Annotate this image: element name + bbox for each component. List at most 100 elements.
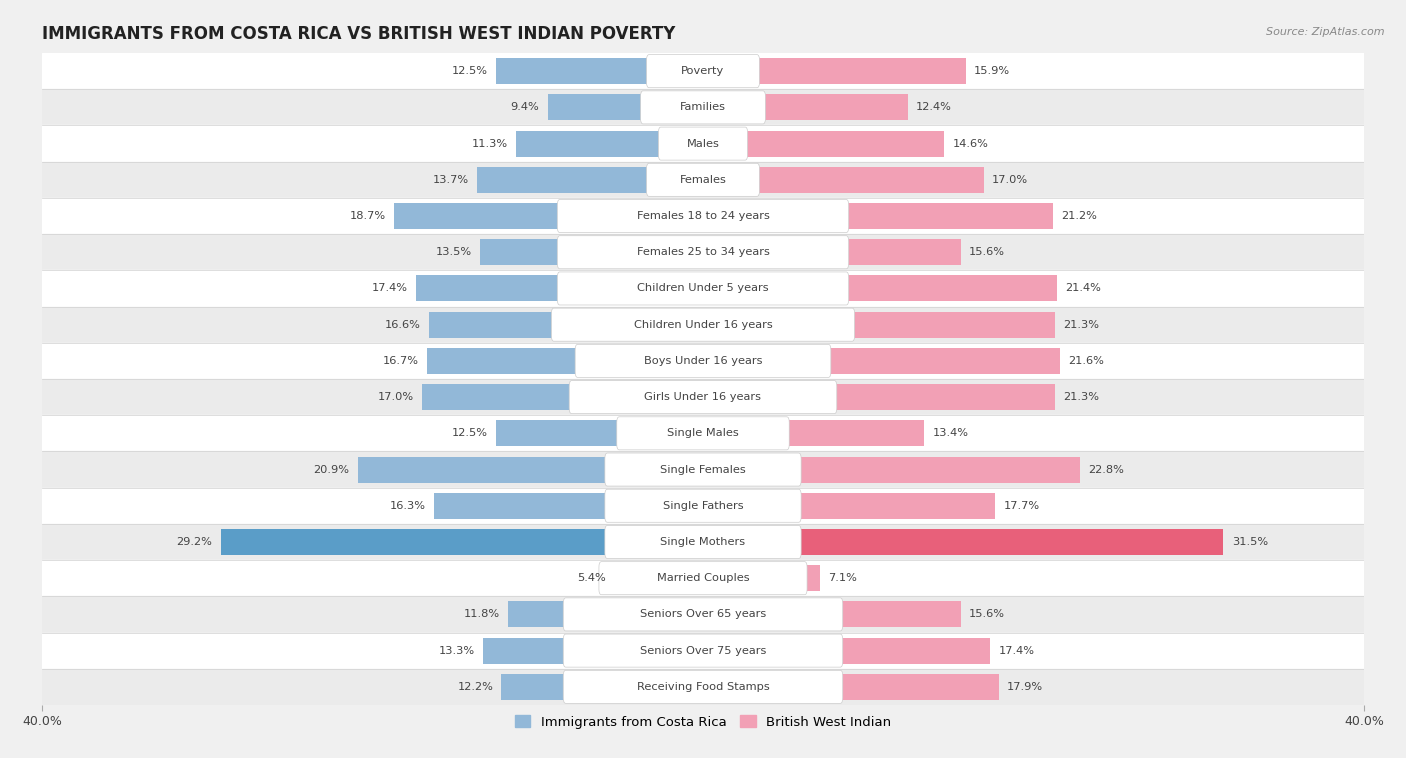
Text: 17.4%: 17.4% xyxy=(371,283,408,293)
Legend: Immigrants from Costa Rica, British West Indian: Immigrants from Costa Rica, British West… xyxy=(509,710,897,735)
FancyBboxPatch shape xyxy=(647,163,759,196)
Bar xyxy=(42,343,1364,379)
Text: 13.5%: 13.5% xyxy=(436,247,471,257)
Bar xyxy=(496,420,703,446)
Bar xyxy=(42,89,1364,126)
Bar xyxy=(42,271,1364,306)
Text: 29.2%: 29.2% xyxy=(177,537,212,547)
FancyBboxPatch shape xyxy=(641,91,765,124)
FancyBboxPatch shape xyxy=(564,598,842,631)
Text: 14.6%: 14.6% xyxy=(952,139,988,149)
Text: Single Males: Single Males xyxy=(666,428,740,438)
Text: 17.9%: 17.9% xyxy=(1007,682,1043,692)
Bar xyxy=(416,275,703,302)
Text: 18.7%: 18.7% xyxy=(350,211,385,221)
Bar xyxy=(703,275,1056,302)
Bar xyxy=(433,493,703,518)
Bar xyxy=(42,306,1364,343)
Bar xyxy=(422,384,703,410)
Text: Females 18 to 24 years: Females 18 to 24 years xyxy=(637,211,769,221)
Bar xyxy=(703,420,924,446)
Bar xyxy=(703,493,995,518)
Text: 13.7%: 13.7% xyxy=(432,175,468,185)
Bar xyxy=(703,312,1054,338)
FancyBboxPatch shape xyxy=(564,634,842,667)
Text: Seniors Over 75 years: Seniors Over 75 years xyxy=(640,646,766,656)
Bar xyxy=(703,240,960,265)
Text: IMMIGRANTS FROM COSTA RICA VS BRITISH WEST INDIAN POVERTY: IMMIGRANTS FROM COSTA RICA VS BRITISH WE… xyxy=(42,25,675,43)
Text: 16.7%: 16.7% xyxy=(382,356,419,366)
Text: 21.3%: 21.3% xyxy=(1063,320,1099,330)
Bar xyxy=(42,632,1364,669)
Text: 13.3%: 13.3% xyxy=(439,646,475,656)
Text: Boys Under 16 years: Boys Under 16 years xyxy=(644,356,762,366)
FancyBboxPatch shape xyxy=(605,489,801,522)
Text: 7.1%: 7.1% xyxy=(828,573,858,583)
Text: 21.6%: 21.6% xyxy=(1069,356,1104,366)
Text: 11.3%: 11.3% xyxy=(472,139,508,149)
Bar xyxy=(703,94,908,121)
Text: 13.4%: 13.4% xyxy=(932,428,969,438)
Text: 20.9%: 20.9% xyxy=(314,465,350,475)
Bar xyxy=(703,167,984,193)
Text: Males: Males xyxy=(686,139,720,149)
Text: 21.4%: 21.4% xyxy=(1064,283,1101,293)
Text: 15.9%: 15.9% xyxy=(974,66,1010,76)
Bar xyxy=(703,348,1060,374)
Text: 16.3%: 16.3% xyxy=(389,501,426,511)
Text: 17.4%: 17.4% xyxy=(998,646,1035,656)
Bar xyxy=(516,130,703,157)
Bar xyxy=(427,348,703,374)
Text: Source: ZipAtlas.com: Source: ZipAtlas.com xyxy=(1267,27,1385,36)
Bar xyxy=(614,565,703,591)
Text: 15.6%: 15.6% xyxy=(969,247,1005,257)
Bar xyxy=(42,379,1364,415)
Bar xyxy=(477,167,703,193)
Bar xyxy=(42,669,1364,705)
FancyBboxPatch shape xyxy=(605,453,801,486)
FancyBboxPatch shape xyxy=(605,525,801,559)
Text: Females: Females xyxy=(679,175,727,185)
Bar xyxy=(703,565,820,591)
Bar xyxy=(42,597,1364,632)
Bar xyxy=(357,456,703,483)
Bar xyxy=(221,529,703,555)
Text: Poverty: Poverty xyxy=(682,66,724,76)
FancyBboxPatch shape xyxy=(569,381,837,414)
Bar xyxy=(703,529,1223,555)
Text: 12.4%: 12.4% xyxy=(917,102,952,112)
Text: 11.8%: 11.8% xyxy=(464,609,499,619)
FancyBboxPatch shape xyxy=(647,55,759,88)
Bar xyxy=(42,487,1364,524)
Bar xyxy=(703,674,998,700)
Text: 17.7%: 17.7% xyxy=(1004,501,1040,511)
Bar xyxy=(42,53,1364,89)
Text: 21.2%: 21.2% xyxy=(1062,211,1097,221)
Text: 17.0%: 17.0% xyxy=(378,392,413,402)
Text: Girls Under 16 years: Girls Under 16 years xyxy=(644,392,762,402)
Bar xyxy=(703,130,945,157)
Bar xyxy=(42,452,1364,487)
Bar xyxy=(508,601,703,628)
Text: Seniors Over 65 years: Seniors Over 65 years xyxy=(640,609,766,619)
Text: Females 25 to 34 years: Females 25 to 34 years xyxy=(637,247,769,257)
Bar xyxy=(42,415,1364,452)
Bar xyxy=(703,384,1054,410)
FancyBboxPatch shape xyxy=(564,670,842,703)
Bar xyxy=(548,94,703,121)
Bar xyxy=(42,560,1364,597)
Text: Children Under 5 years: Children Under 5 years xyxy=(637,283,769,293)
Text: 12.5%: 12.5% xyxy=(453,66,488,76)
Bar xyxy=(703,456,1080,483)
Bar xyxy=(703,58,966,84)
Bar xyxy=(496,58,703,84)
Text: 5.4%: 5.4% xyxy=(576,573,606,583)
Bar xyxy=(703,601,960,628)
Bar xyxy=(42,126,1364,161)
Bar xyxy=(42,234,1364,271)
Text: 17.0%: 17.0% xyxy=(993,175,1028,185)
Bar xyxy=(42,198,1364,234)
FancyBboxPatch shape xyxy=(551,309,855,341)
Text: 22.8%: 22.8% xyxy=(1088,465,1123,475)
Text: Married Couples: Married Couples xyxy=(657,573,749,583)
